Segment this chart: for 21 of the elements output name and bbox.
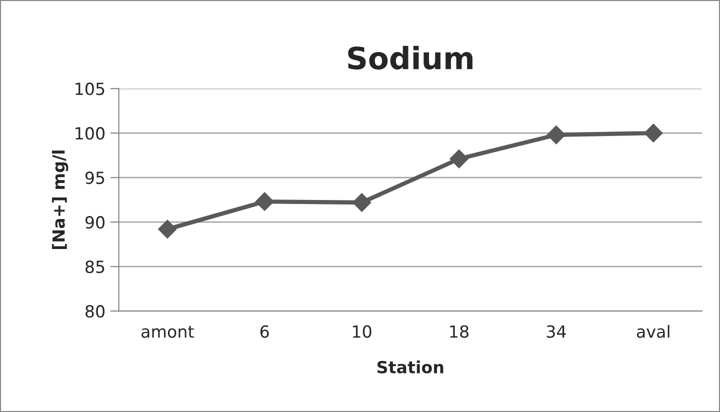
chart-title: Sodium [348, 46, 472, 70]
y-axis-title: [Na+] mg/l [52, 150, 68, 250]
x-tick-label: 34 [546, 325, 566, 338]
point [644, 124, 663, 142]
point [158, 220, 177, 239]
point [352, 193, 372, 212]
x-tick-label: amont [142, 326, 194, 338]
x-tick-label: 6 [260, 325, 269, 338]
y-tick-label: 100 [76, 127, 104, 140]
point [450, 150, 468, 168]
x-tick-label: 10 [353, 325, 372, 338]
y-tick-label: 85 [86, 260, 104, 274]
x-tick-label: 18 [450, 325, 468, 338]
point [255, 192, 274, 211]
y-tick-label: 80 [86, 305, 104, 318]
point [546, 125, 566, 144]
y-tick-label: 105 [76, 82, 104, 96]
x-tick-label: aval [636, 324, 670, 338]
y-tick-label: 90 [85, 216, 104, 229]
x-axis-title: Station [377, 360, 444, 374]
y-tick-label: 95 [85, 172, 104, 184]
